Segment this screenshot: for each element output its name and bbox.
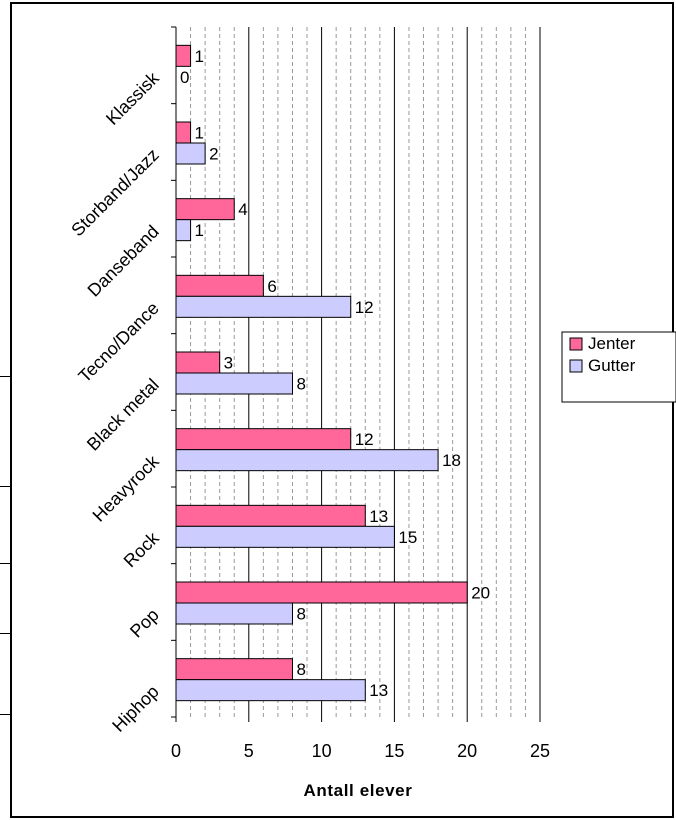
legend-swatch-jenter xyxy=(569,337,583,351)
data-label: 1 xyxy=(195,124,204,143)
bar-gutter xyxy=(175,142,206,165)
bar-gutter xyxy=(175,525,395,548)
data-label: 8 xyxy=(296,660,305,679)
x-tick-label: 20 xyxy=(457,741,477,761)
x-tick-label: 0 xyxy=(171,741,181,761)
data-label: 13 xyxy=(369,507,388,526)
bar-gutter xyxy=(175,449,439,472)
category-label: Pop xyxy=(126,605,163,642)
data-label: 12 xyxy=(355,298,374,317)
data-label: 1 xyxy=(195,47,204,66)
bar-gutter xyxy=(175,219,192,242)
edge-line xyxy=(0,633,10,634)
bar-gutter xyxy=(175,295,352,318)
data-label: 18 xyxy=(442,451,461,470)
legend-label: Gutter xyxy=(588,356,636,375)
bar-jenter xyxy=(175,658,293,681)
x-tick-label: 5 xyxy=(244,741,254,761)
x-tick-label: 25 xyxy=(530,741,550,761)
data-label: 1 xyxy=(195,221,204,240)
category-label: Black metal xyxy=(83,375,163,455)
legend-swatch-gutter xyxy=(569,359,583,373)
x-tick-label: 10 xyxy=(312,741,332,761)
bar-gutter xyxy=(175,372,293,395)
data-label: 0 xyxy=(180,68,189,87)
edge-line xyxy=(0,486,10,487)
category-label: Heavyrock xyxy=(89,451,164,526)
data-label: 13 xyxy=(369,681,388,700)
edge-line xyxy=(0,376,10,377)
data-label: 2 xyxy=(209,145,218,164)
data-label: 4 xyxy=(238,200,247,219)
bar-jenter xyxy=(175,504,366,527)
data-label: 8 xyxy=(296,605,305,624)
x-axis-title: Antall elever xyxy=(304,781,413,800)
data-label: 8 xyxy=(296,375,305,394)
category-label: Hiphop xyxy=(108,681,162,735)
edge-line xyxy=(0,714,10,715)
bar-jenter xyxy=(175,428,352,451)
bar-gutter xyxy=(175,602,293,625)
bar-jenter xyxy=(175,44,192,67)
bar-jenter xyxy=(175,581,468,604)
category-label: Tecno/Dance xyxy=(74,298,162,386)
x-tick-label: 15 xyxy=(384,741,404,761)
data-label: 6 xyxy=(267,277,276,296)
bar-jenter xyxy=(175,198,235,221)
data-label: 3 xyxy=(224,354,233,373)
data-label: 12 xyxy=(355,430,374,449)
category-label: Klassisk xyxy=(102,67,164,129)
bar-jenter xyxy=(175,274,264,297)
category-label: Rock xyxy=(120,527,164,571)
data-label: 15 xyxy=(398,528,417,547)
bar-jenter xyxy=(175,121,192,144)
data-label: 20 xyxy=(471,584,490,603)
legend-label: Jenter xyxy=(588,334,636,353)
category-label: Danseband xyxy=(84,221,163,300)
bar-jenter xyxy=(175,351,221,374)
edge-line xyxy=(0,563,10,564)
bar-gutter xyxy=(175,679,366,702)
